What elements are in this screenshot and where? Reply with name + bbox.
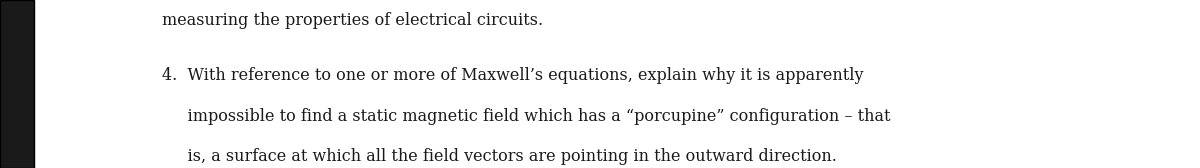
Text: is, a surface at which all the field vectors are pointing in the outward directi: is, a surface at which all the field vec… bbox=[162, 148, 836, 165]
FancyBboxPatch shape bbox=[0, 0, 34, 168]
Text: impossible to find a static magnetic field which has a “porcupine” configuration: impossible to find a static magnetic fie… bbox=[162, 108, 890, 124]
Text: measuring the properties of electrical circuits.: measuring the properties of electrical c… bbox=[162, 12, 544, 29]
Text: 4.  With reference to one or more of Maxwell’s equations, explain why it is appa: 4. With reference to one or more of Maxw… bbox=[162, 67, 864, 84]
